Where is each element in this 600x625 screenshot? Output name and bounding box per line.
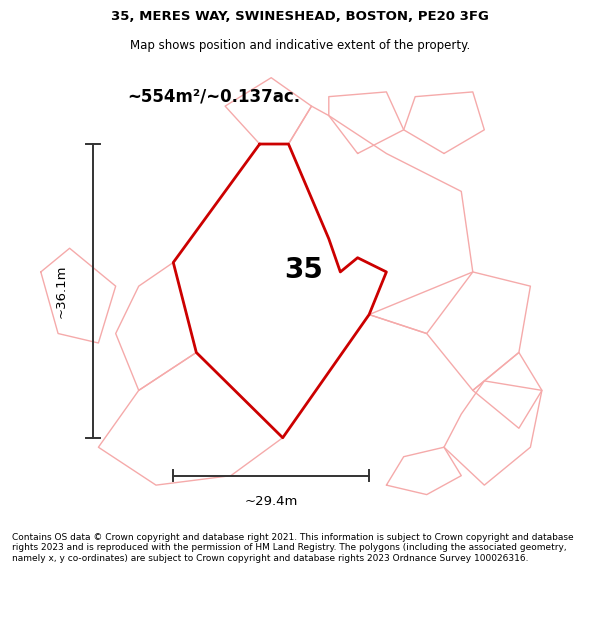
Text: Map shows position and indicative extent of the property.: Map shows position and indicative extent… — [130, 39, 470, 52]
Text: ~36.1m: ~36.1m — [55, 264, 67, 318]
Text: 35: 35 — [284, 256, 323, 284]
Text: Contains OS data © Crown copyright and database right 2021. This information is : Contains OS data © Crown copyright and d… — [12, 533, 574, 563]
Text: ~554m²/~0.137ac.: ~554m²/~0.137ac. — [127, 88, 301, 106]
Text: ~29.4m: ~29.4m — [245, 495, 298, 508]
Text: 35, MERES WAY, SWINESHEAD, BOSTON, PE20 3FG: 35, MERES WAY, SWINESHEAD, BOSTON, PE20 … — [111, 10, 489, 23]
